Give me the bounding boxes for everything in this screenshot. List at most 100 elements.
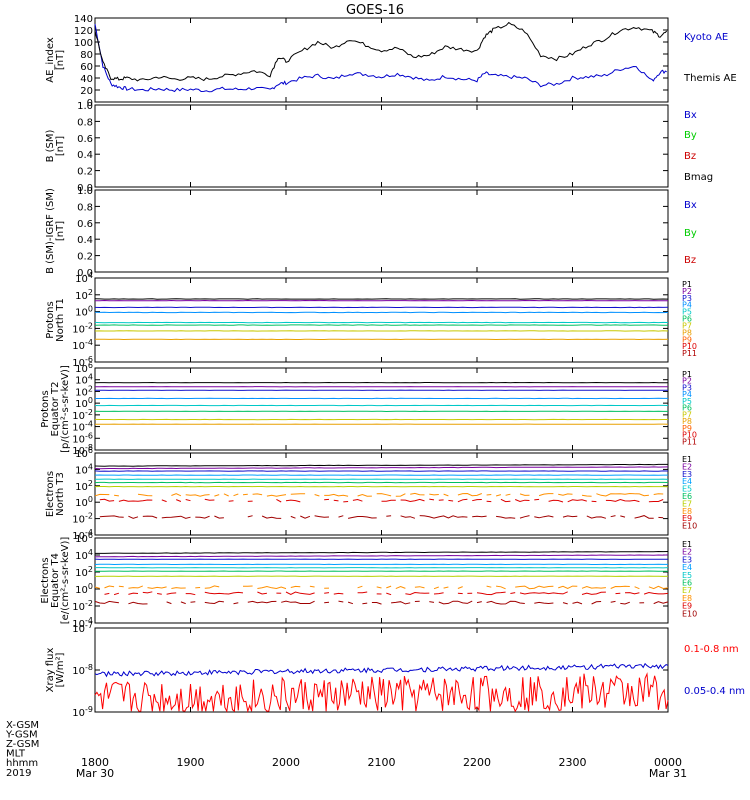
y-tick-label: 120 [74,26,93,37]
series-line-0.05-0.4 nm [94,662,669,678]
legend-label: Bx [684,110,697,121]
y-axis-label: B (SM)-IGRF (SM) [45,188,56,274]
legend-label: Kyoto AE [684,32,728,43]
y-tick-label: 104 [75,548,93,562]
legend-label: By [684,130,697,141]
y-tick-label: 106 [75,531,93,545]
series-line-e1 [94,463,668,467]
panel-3: B (SM)-IGRF (SM) [nT] 0.0 0.2 0.4 0.6 0.8 1.0 Bx… [45,186,697,279]
y-tick-label: 100 [75,495,93,509]
series-line-e2 [94,466,669,470]
y-tick-label: 10-4 [72,338,93,352]
series-line-e8 [94,585,669,590]
y-axis-label: North T1 [55,298,66,342]
legend-label: E7 [682,586,692,595]
end-date-label: Mar 31 [649,767,687,780]
y-tick-label: 10-2 [72,512,93,526]
legend-label: P5 [682,308,692,317]
y-tick-label: 102 [75,288,93,302]
legend-label: P10 [682,431,697,440]
y-axis-label: Electrons [45,471,56,517]
y-tick-label: 40 [80,74,93,85]
series-line-e2 [94,554,669,558]
y-tick-label: 0 [87,98,93,109]
legend-label: E4 [682,477,692,486]
legend-label: Bz [684,151,696,162]
y-tick-label: 10-8 [72,663,93,677]
panel-frame [94,104,669,188]
axis-row-label: Y-GSM [5,730,38,741]
legend-label: P4 [682,301,692,310]
legend-label: E5 [682,485,692,494]
time-tick-label: 0000 [654,756,682,769]
axis-row-label: MLT [6,749,26,760]
y-tick-label: 10-2 [72,321,93,335]
legend-label: E3 [682,470,692,479]
y-tick-label: 0.8 [77,117,93,128]
legend-label: P3 [682,383,692,392]
y-tick-label: 100 [75,582,93,596]
legend-label: P10 [682,342,697,351]
y-axis-label: [W/m²] [55,652,66,687]
legend-label: P9 [682,424,692,433]
legend-label: E10 [682,609,697,618]
legend-label: Bz [684,255,696,266]
y-tick-label: 60 [80,62,93,73]
legend-label: E1 [682,540,692,549]
legend-label: P2 [682,377,692,386]
legend-label: P5 [682,397,692,406]
panel-2: B (SM) [nT] 0.0 0.2 0.4 0.6 0.8 1.0 Bx By Bz Bmag [45,101,713,194]
series-line-e8 [95,493,668,496]
y-tick-label: 100 [75,396,93,410]
axis-row-label: hhmm [6,758,38,769]
y-tick-label: 140 [74,14,93,25]
legend-label: P7 [682,321,692,330]
series-line-e1 [95,550,669,554]
y-axis-label: [e/(cm²-s-sr-keV)] [60,537,71,625]
y-tick-label: 10-4 [72,420,93,434]
series-line-0.1-0.8 nm [94,672,669,714]
series-line-e10 [100,516,668,519]
y-tick-label: 0.8 [77,202,93,213]
series-line-e10 [94,600,669,605]
panel-4: Protons North T1 10-6 10-4 10-2 100 102 104 P1P2… [45,271,697,369]
y-axis-label: [nT] [55,136,66,156]
legend-label: P1 [682,370,692,379]
legend-label: P8 [682,328,692,337]
series-line-e9 [100,499,668,502]
series-line-themis-ae [94,21,668,82]
figure-title: GOES-16 [346,3,404,18]
y-axis-label: AE_index [45,37,56,83]
year-label: 2019 [6,768,31,779]
time-tick-label: 1900 [177,756,205,769]
y-tick-label: 106 [75,446,93,460]
legend-label: P4 [682,390,692,399]
axis-row-label: Z-GSM [6,739,39,750]
legend-label: E3 [682,555,692,564]
y-axis-label: North T3 [55,472,66,516]
legend-label: By [684,228,697,239]
legend-label: E6 [682,579,692,588]
time-tick-label: 2000 [272,756,300,769]
time-tick-label: 2300 [559,756,587,769]
legend-label: E2 [682,548,692,557]
legend-label: P2 [682,287,692,296]
y-axis-label: [nT] [55,221,66,241]
legend-label: E4 [682,563,692,572]
y-axis-label: Protons [45,301,56,338]
axis-row-label: X-GSM [6,720,39,731]
legend-label: E6 [682,492,692,501]
y-tick-label: 80 [80,50,93,61]
y-tick-label: 10-2 [72,599,93,613]
start-date-label: Mar 30 [76,767,114,780]
legend-label: P11 [682,349,697,358]
legend-label: 0.1-0.8 nm [684,644,739,655]
y-tick-label: 0.0 [77,268,93,279]
y-tick-label: 102 [75,479,93,493]
y-axis-label: [nT] [55,50,66,70]
y-tick-label: 10-4 [72,528,93,542]
time-tick-label: 2200 [463,756,491,769]
legend-label: P7 [682,410,692,419]
y-tick-label: 100 [74,38,93,49]
